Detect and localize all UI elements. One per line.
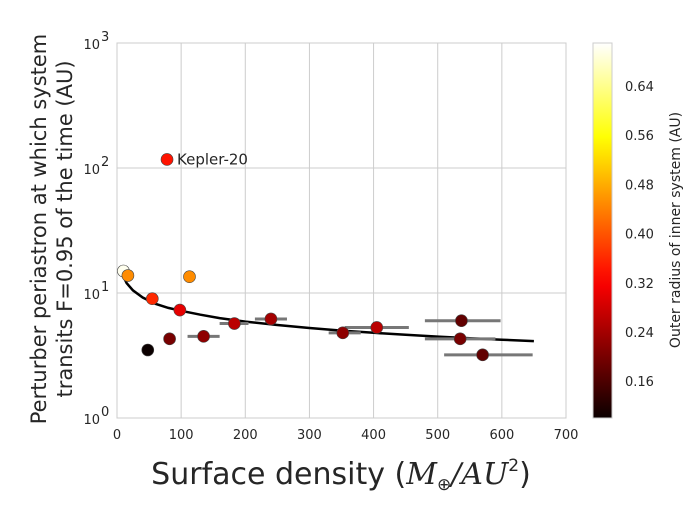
x-axis-label: Surface density (M⊕/AU2): [151, 456, 531, 495]
x-axis-label-math-sub: ⊕: [437, 475, 451, 495]
data-point: [455, 314, 468, 328]
colorbar-tick-label: 0.40: [625, 228, 654, 243]
x-tick-label: 600: [489, 428, 514, 443]
colorbar-tick-label: 0.16: [625, 375, 654, 390]
colorbar-tick-label: 0.64: [625, 80, 654, 95]
colorbar-tick-label: 0.32: [625, 277, 654, 292]
data-point: [453, 332, 467, 346]
x-tick-label: 700: [554, 428, 579, 443]
data-point: [336, 326, 350, 340]
grid-lines: [116, 42, 567, 419]
y-tick-exponent: 3: [101, 30, 109, 45]
data-points-layer: [117, 153, 489, 362]
y-tick-label: 10: [83, 163, 100, 178]
data-point: [141, 343, 155, 357]
data-point: [370, 321, 384, 334]
x-axis-label-tail: ): [519, 457, 531, 492]
colorbar-bar: [592, 42, 613, 419]
data-point: [264, 312, 278, 326]
x-axis-label-math-var: M: [405, 457, 438, 492]
colorbar-tick-label: 0.48: [625, 178, 654, 193]
data-point: [163, 332, 176, 346]
annotations-layer: Kepler-20: [177, 150, 248, 168]
fit-curve: [120, 273, 534, 343]
data-point: [145, 292, 159, 306]
fit-curve-layer: [120, 273, 534, 343]
x-tick-label: 400: [361, 428, 386, 443]
annotation-kepler-20: Kepler-20: [177, 150, 248, 168]
x-axis-label-math-mid: /AU: [448, 457, 510, 492]
colorbar: 0.16 0.24 0.32 0.40 0.48 0.56 0.64 Outer radius…: [592, 42, 684, 419]
x-tick-label: 100: [169, 428, 194, 443]
x-tick-label: 500: [425, 428, 450, 443]
y-axis-label-line2: transits F=0.95 of the time (AU): [53, 60, 77, 397]
data-point: [160, 153, 174, 166]
x-axis-label-text: Surface density (: [151, 457, 406, 492]
colorbar-tick-label: 0.56: [625, 129, 654, 144]
data-point: [228, 317, 241, 330]
data-point: [183, 270, 196, 284]
data-point: [476, 348, 489, 362]
data-point: [121, 269, 135, 282]
y-axis-label-line1: Perturber periastron at which system: [27, 34, 51, 425]
colorbar-label: Outer radius of inner system (AU): [668, 112, 684, 348]
x-tick-label: 0: [113, 428, 121, 443]
y-tick-label: 10: [83, 38, 100, 53]
y-tick-exponent: 0: [101, 405, 109, 420]
x-axis-label-math-sup: 2: [508, 456, 519, 476]
data-point: [197, 330, 210, 343]
y-tick-label: 10: [83, 288, 100, 303]
plot-area: [116, 42, 567, 419]
y-tick-exponent: 2: [101, 155, 109, 170]
x-tick-label: 300: [297, 428, 322, 443]
y-tick-exponent: 1: [101, 280, 109, 295]
colorbar-tick-label: 0.24: [625, 326, 654, 341]
data-point: [173, 303, 187, 317]
y-tick-label: 10: [83, 413, 100, 428]
x-tick-label: 200: [233, 428, 258, 443]
